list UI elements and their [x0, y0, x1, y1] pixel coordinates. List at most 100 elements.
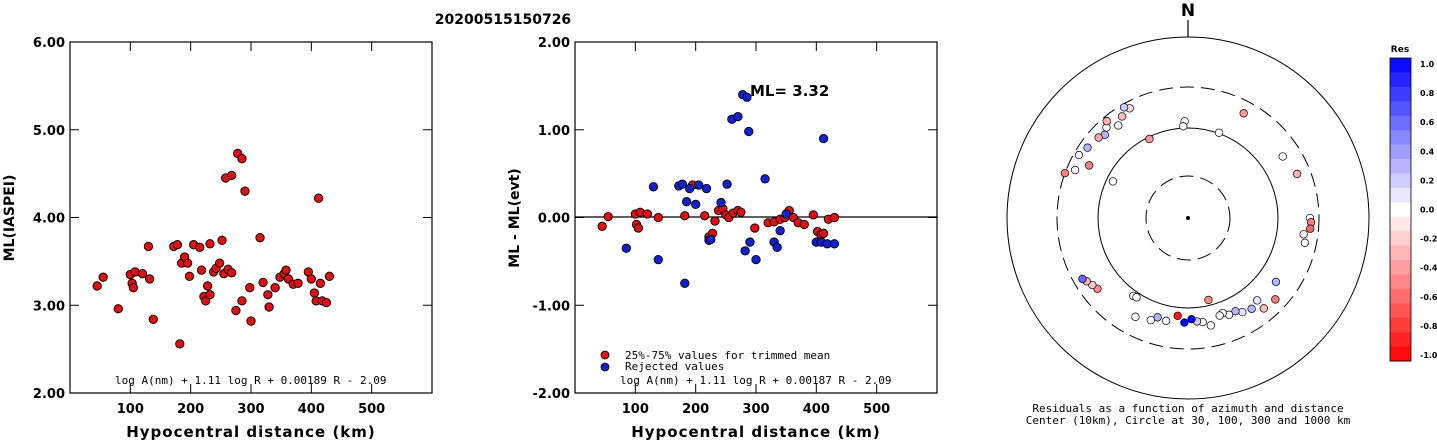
polar-point [1179, 122, 1188, 131]
data-point [270, 283, 280, 293]
x-tick-label: 400 [298, 402, 325, 417]
colorbar-tick-label: 0.4 [1420, 147, 1435, 156]
y-tick-label: -2.00 [533, 387, 570, 402]
polar-point [1180, 318, 1189, 327]
data-point [751, 254, 761, 265]
y-tick-label: 4.00 [33, 212, 65, 227]
data-point [710, 216, 720, 226]
data-point [621, 243, 631, 253]
data-point [808, 210, 818, 220]
polar-point [1247, 304, 1256, 313]
data-point [701, 183, 712, 194]
x-tick-label: 100 [622, 402, 649, 417]
figure-title: 20200515150726 [435, 12, 571, 28]
polar-point [1161, 316, 1171, 325]
x-tick-label: 300 [237, 402, 264, 417]
polar-point [1078, 274, 1087, 284]
data-point [128, 283, 139, 293]
data-point [264, 302, 274, 312]
colorbar-tick-label: 0.6 [1420, 118, 1435, 127]
data-point [240, 186, 250, 196]
polar-point [1083, 143, 1092, 152]
data-point [829, 212, 840, 223]
data-point [258, 277, 268, 288]
colorbar-cell [1390, 245, 1411, 261]
points-1 [92, 148, 335, 349]
colorbar-cell [1390, 260, 1411, 275]
polar-point [1278, 152, 1287, 161]
formula-1: log A(nm) + 1.11 log R + 0.00189 R - 2.0… [115, 374, 387, 387]
polar-point [1300, 238, 1309, 247]
polar-point [1114, 121, 1123, 130]
data-point [818, 228, 829, 238]
data-point [202, 281, 213, 291]
data-point [324, 271, 335, 281]
x-tick-label: 200 [682, 402, 709, 417]
data-point [648, 182, 659, 192]
data-point [603, 211, 613, 222]
colorbar-tick-label: 1.0 [1420, 60, 1435, 69]
y-tick-label: 0.00 [538, 212, 570, 227]
data-point [742, 92, 752, 102]
x-tick-label: 500 [358, 402, 385, 417]
colorbar-cell [1390, 144, 1411, 160]
data-point [306, 274, 316, 284]
polar-point [1239, 109, 1248, 118]
polar-point [1117, 112, 1127, 121]
data-point [92, 281, 102, 291]
data-point [750, 223, 760, 233]
colorbar-cell [1390, 332, 1411, 348]
data-point [214, 258, 225, 268]
data-point [113, 304, 123, 314]
legend-marker-rejected [600, 362, 610, 372]
y-tick-label: 3.00 [33, 299, 65, 314]
colorbar-tick-label: -0.8 [1420, 322, 1437, 331]
colorbar-cell [1390, 216, 1411, 232]
data-point [196, 265, 207, 275]
colorbar-tick-label: 0.0 [1420, 206, 1435, 215]
polar-point [1206, 321, 1215, 330]
colorbar-tick-label: 0.2 [1420, 176, 1434, 185]
data-point [246, 316, 256, 326]
data-point [684, 183, 695, 194]
data-point [143, 241, 154, 252]
colorbar-cell [1390, 130, 1411, 146]
x-ticks-1: 100 200 300 400 500 [117, 42, 385, 417]
data-point [293, 278, 303, 288]
polar-point [1131, 312, 1140, 321]
colorbar-title: Res [1391, 45, 1409, 55]
colorbar-cell [1390, 115, 1411, 131]
x-tick-label: 100 [117, 402, 144, 417]
data-point [772, 242, 782, 252]
colorbar-cell [1390, 72, 1411, 88]
y-ticks-2: -2.00 -1.00 0.00 1.00 2.00 [533, 36, 937, 402]
data-point [195, 242, 205, 252]
colorbar-tick-label: -0.6 [1420, 293, 1437, 302]
x-tick-label: 400 [803, 402, 830, 417]
chart-ml-residual: -2.00 -1.00 0.00 1.00 2.00 100 200 300 400 500 M… [507, 36, 938, 441]
polar-point [1259, 304, 1269, 313]
polar-point [1214, 128, 1224, 137]
polar-point [1094, 133, 1103, 142]
colorbar-cell [1390, 58, 1411, 73]
y-tick-label: 2.00 [33, 387, 65, 402]
data-point [706, 234, 716, 245]
data-point [597, 221, 607, 231]
data-point [691, 199, 701, 209]
data-point [775, 226, 785, 236]
data-point [255, 233, 265, 243]
data-point [281, 265, 291, 275]
data-point [700, 211, 710, 221]
colorbar-cell [1390, 202, 1411, 218]
colorbar-cell [1390, 303, 1411, 319]
polar-point [1299, 230, 1308, 239]
data-point [184, 271, 195, 281]
data-point [677, 179, 688, 189]
colorbar-tick-label: -0.2 [1420, 235, 1437, 244]
polar-point [1146, 315, 1155, 325]
x-tick-label: 200 [177, 402, 204, 417]
polar-point [1070, 165, 1080, 175]
polar-point [1231, 307, 1240, 316]
ml-annotation: ML= 3.32 [750, 82, 829, 100]
data-point [736, 207, 746, 217]
